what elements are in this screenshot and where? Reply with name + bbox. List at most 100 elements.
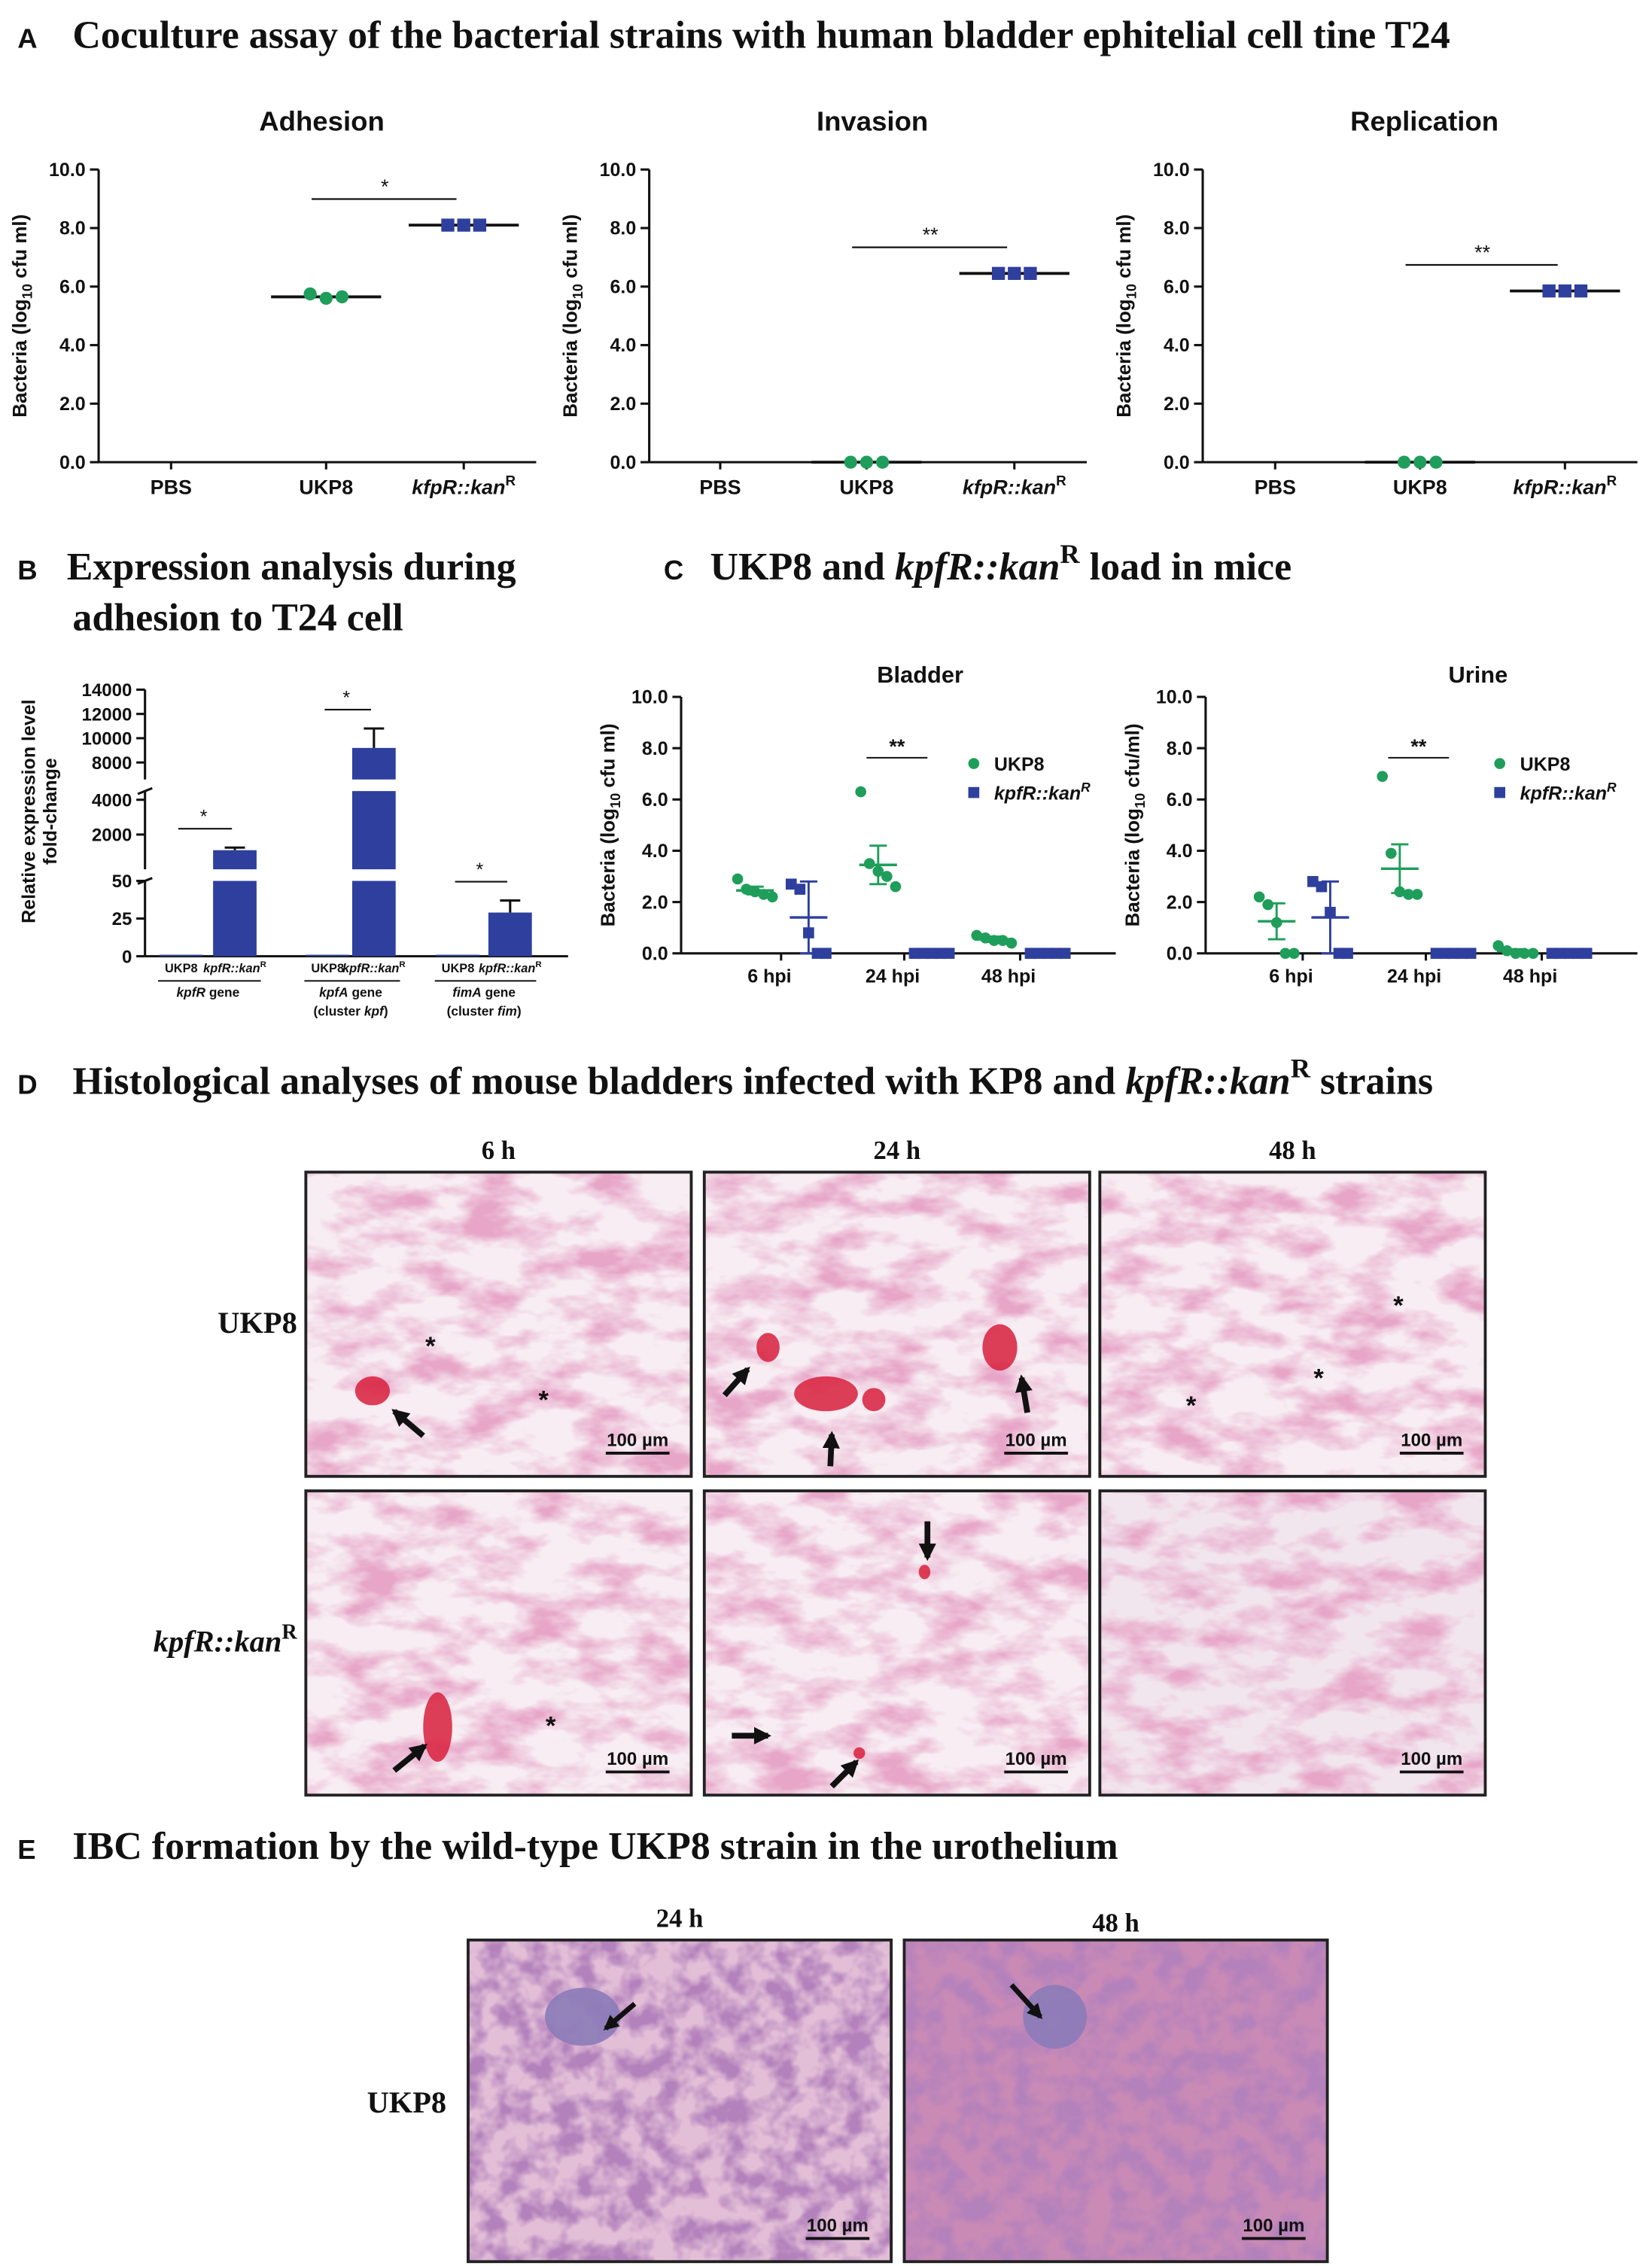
data-point [991, 266, 1005, 280]
x-tick-label: 48 hpi [1503, 966, 1557, 987]
text-run: kfpR::kan [963, 476, 1056, 498]
y-tick-label: 2.0 [59, 394, 86, 415]
x-tick-label: 24 hpi [1387, 966, 1441, 987]
y-tick-label: 6.0 [1167, 789, 1193, 811]
data-point [890, 881, 902, 893]
y-tick-label: 2.0 [1164, 394, 1190, 415]
micrograph-texture [306, 1491, 692, 1796]
data-point [1558, 284, 1572, 298]
scale-bar-label: 100 µm [1401, 1749, 1462, 1769]
bar [488, 912, 532, 957]
text-run: 10 [1124, 284, 1139, 299]
text-run: R [1056, 473, 1066, 488]
bar [351, 881, 396, 957]
data-point [319, 291, 333, 306]
micrograph-frame [902, 1938, 1329, 2264]
data-point [1342, 947, 1353, 960]
blood-cells [862, 1388, 886, 1412]
group-label: fimA gene [452, 985, 516, 1000]
micrograph-frame [1098, 1170, 1487, 1478]
arrow [829, 1759, 859, 1789]
blood-cells [756, 1333, 780, 1362]
panel-title: Histological analyses of mouse bladders … [72, 1054, 1433, 1103]
arrow [1009, 1983, 1043, 2019]
text-run: Histological analyses of mouse bladders … [72, 1060, 1125, 1103]
text-run: strains [1310, 1060, 1433, 1103]
panel-title: IBC formation by the wild-type UKP8 stra… [72, 1825, 1118, 1868]
text-run: gene [348, 985, 383, 1000]
y-tick-label: 0 [122, 947, 132, 967]
arrow [822, 1431, 840, 1467]
text-run: R [260, 960, 267, 969]
data-point [1377, 771, 1389, 782]
data-point [732, 873, 744, 885]
text-run: cfu ml) [8, 214, 31, 284]
y-tick-label: 10.0 [631, 687, 668, 708]
y-tick-label: 10000 [81, 729, 132, 750]
data-point [1386, 847, 1397, 859]
text-run: R [1060, 539, 1080, 569]
y-tick-label: 0.0 [1164, 452, 1190, 473]
data-point [335, 290, 349, 304]
data-point [875, 455, 890, 469]
y-tick-label: 6.0 [610, 276, 637, 297]
y-tick-label: 10.0 [1156, 687, 1193, 708]
row-label: UKP8 [218, 1306, 297, 1340]
panel-letter: C [664, 555, 683, 586]
legend-label: UKP8 [1520, 754, 1571, 775]
y-tick-label: 8.0 [59, 218, 86, 239]
arrow [1015, 1374, 1033, 1413]
data-point [1262, 899, 1273, 911]
chart-title: Urine [1448, 662, 1507, 688]
x-tick-label: kfpR::kanR [1513, 473, 1617, 498]
marker-label: * [1393, 1291, 1404, 1320]
x-tick-label: UKP8 [442, 962, 475, 975]
x-tick-label: kpfR::kanR [203, 960, 266, 975]
scale-bar-label: 100 µm [607, 1430, 668, 1450]
y-tick-label: 0.0 [59, 452, 86, 473]
x-tick-label: 48 hpi [981, 966, 1036, 987]
text-run: Bacteria (log [596, 808, 619, 926]
panel-letter: A [17, 23, 37, 54]
text-run: kpfR [177, 985, 206, 1000]
y-tick-label: 2.0 [642, 892, 668, 913]
x-tick-label: kfpR::kanR [963, 473, 1066, 498]
micrograph-texture [467, 1939, 892, 2262]
blood-cells [853, 1747, 866, 1760]
chart-title: Replication [1350, 105, 1498, 136]
data-point [766, 891, 778, 903]
text-run: R [1607, 780, 1617, 795]
x-tick-label: PBS [699, 476, 741, 498]
y-axis-label: Bacteria (log10 cfu ml) [596, 723, 623, 926]
text-run: R [505, 473, 516, 488]
y-tick-label: 12000 [81, 704, 132, 725]
y-tick-label: 2.0 [1167, 892, 1193, 913]
text-run: fimA [452, 985, 481, 1000]
arrow [722, 1366, 750, 1398]
text-run: R [399, 960, 406, 969]
micrograph-frame [702, 1170, 1091, 1478]
scale-bar-label: 100 µm [607, 1749, 668, 1769]
panel-letter: B [17, 555, 37, 586]
y-tick-label: 4000 [92, 790, 132, 811]
significance-label: ** [889, 735, 905, 758]
data-point [1411, 889, 1423, 900]
data-point [441, 218, 455, 232]
y-axis-label: fold-change [40, 758, 61, 865]
y-tick-label: 50 [112, 871, 132, 892]
marker-label: * [1313, 1364, 1324, 1392]
y-tick-label: 6.0 [642, 789, 668, 811]
text-run: (cluster [313, 1004, 364, 1019]
text-run: kpfR::kan [994, 783, 1081, 805]
significance-label: * [476, 859, 484, 881]
bar [351, 747, 396, 780]
arrow [392, 1743, 427, 1773]
data-point [968, 786, 980, 798]
y-tick-label: 8.0 [610, 218, 637, 239]
text-run: Bacteria (log [8, 299, 31, 417]
data-point [1494, 758, 1506, 769]
y-axis-label: Bacteria (log10 cfu/ml) [1121, 723, 1148, 926]
text-run: 10 [608, 793, 623, 808]
text-run: kpfR::kan [342, 962, 399, 975]
data-point [1413, 455, 1427, 469]
